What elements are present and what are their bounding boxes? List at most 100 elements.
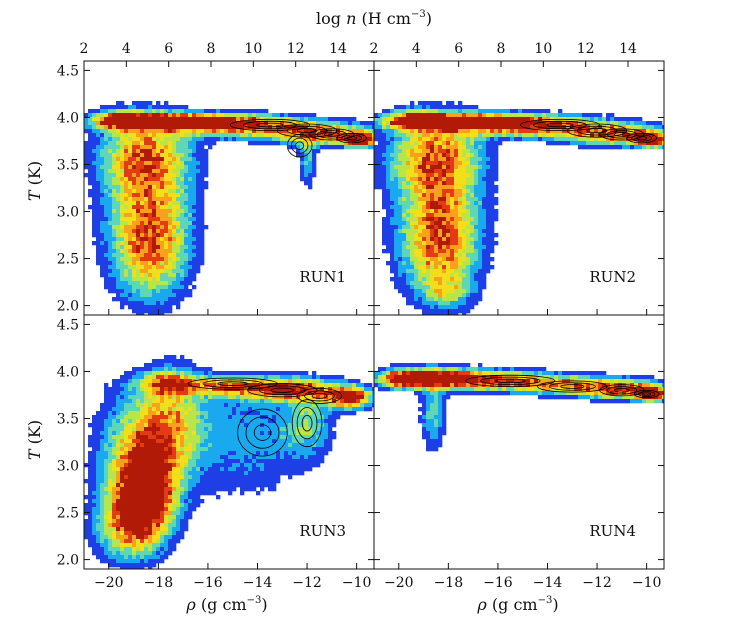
y-axis-title-bottom: T (K) [25, 420, 44, 460]
contour-line [606, 130, 638, 139]
contours-run2 [519, 118, 657, 144]
x-tick-label: −10 [342, 575, 372, 591]
contour-line [247, 383, 318, 398]
contour-line [324, 132, 340, 137]
contour-line [642, 392, 652, 396]
top-tick-label: 10 [244, 41, 262, 57]
contour-line [480, 376, 541, 386]
contour-line [606, 386, 638, 395]
x-tick-label: −16 [483, 575, 513, 591]
y-tick-label: 2.0 [57, 553, 79, 569]
contour-line [253, 424, 272, 441]
contours-run4 [465, 374, 660, 399]
y-tick-label: 4.5 [57, 317, 79, 333]
y-tick-label: 4.0 [57, 364, 79, 380]
contour-line [301, 414, 313, 432]
contour-line [309, 128, 355, 141]
panel-run4: −20 −18 −16 −14 −12 −10 RUN4 [373, 314, 665, 591]
x-tick-label: −18 [434, 575, 464, 591]
panel-run1: 2.0 2.5 3.0 3.5 4.0 4.52 4 6 8 10 12 14 RUN1 [57, 41, 375, 316]
top-tick-label: 8 [497, 41, 506, 57]
contour-line [533, 120, 587, 130]
heatmap-run1 [84, 101, 374, 315]
top-tick-label: 12 [577, 41, 595, 57]
contour-line [256, 122, 284, 128]
contour-line [245, 416, 280, 449]
contour-line [586, 128, 608, 134]
x-tick-label: −10 [632, 575, 662, 591]
contour-line [296, 128, 318, 134]
panel-run3: 2.0 2.5 3.0 3.5 4.0 4.5 −20 −18 −16 −14 −12 −10 RUN3 [57, 314, 375, 591]
x-tick-label: −14 [533, 575, 563, 591]
top-tick-label: 14 [329, 41, 347, 57]
contour-line [637, 391, 656, 397]
y-tick-label: 2.0 [57, 299, 79, 315]
contour-line [270, 387, 295, 393]
plot-frame [373, 314, 665, 570]
contours-run3 [187, 377, 343, 457]
contour-line [296, 407, 318, 440]
contour-line [519, 118, 600, 132]
contour-line [295, 141, 305, 150]
contour-line [465, 374, 556, 387]
contour-line [316, 130, 348, 139]
y-tick-label: 3.0 [57, 459, 79, 475]
x-axis-title-left: ρ (g cm−3) [185, 595, 267, 614]
top-tick-label: 10 [534, 41, 552, 57]
contour-line [304, 390, 335, 402]
panel-label: RUN2 [589, 268, 636, 286]
panel-label: RUN4 [589, 522, 636, 540]
contour-line [286, 133, 313, 158]
x-tick-label: −14 [243, 575, 273, 591]
contour-line [229, 118, 310, 132]
top-tick-label: 4 [412, 41, 421, 57]
contour-line [202, 379, 263, 388]
contour-line [633, 389, 660, 399]
top-tick-label: 6 [164, 41, 173, 57]
contour-line [636, 136, 648, 141]
top-tick-label: 2 [80, 41, 89, 57]
y-axis-title-top: T (K) [25, 161, 44, 201]
y-tick-label: 3.5 [57, 411, 79, 427]
x-tick-label: −20 [384, 575, 414, 591]
top-tick-label: 12 [287, 41, 305, 57]
contour-line [614, 387, 630, 393]
contour-line [599, 128, 645, 141]
contour-line [341, 134, 363, 142]
x-axis-title-right: ρ (g cm−3) [476, 595, 558, 614]
contour-line [631, 134, 653, 142]
x-tick-label: −12 [582, 575, 612, 591]
panel-label: RUN1 [299, 268, 346, 286]
contour-line [291, 399, 323, 448]
contour-line [495, 378, 526, 384]
y-tick-label: 2.5 [57, 252, 79, 268]
panel-run2: 2 4 6 8 10 12 14 RUN2 [370, 41, 665, 316]
heatmap-run4 [374, 363, 664, 452]
heatmap-run3 [84, 355, 374, 569]
contour-line [290, 137, 309, 154]
top-tick-label: 2 [370, 41, 379, 57]
y-tick-label: 3.5 [57, 157, 79, 173]
contour-line [311, 392, 328, 399]
panel-label: RUN3 [299, 522, 346, 540]
contours-run1 [229, 118, 367, 158]
y-tick-label: 4.5 [57, 63, 79, 79]
x-tick-label: −16 [193, 575, 223, 591]
contour-line [626, 133, 657, 144]
contour-line [217, 381, 248, 386]
contour-line [537, 380, 608, 393]
contour-line [243, 120, 297, 130]
x-tick-label: −12 [292, 575, 322, 591]
contour-line [346, 136, 358, 141]
top-tick-label: 8 [207, 41, 216, 57]
contour-line [548, 382, 596, 391]
top-tick-label: 6 [454, 41, 463, 57]
x-tick-label: −20 [94, 575, 124, 591]
top-axis-title: log n (H cm−3) [316, 9, 432, 28]
top-tick-label: 4 [122, 41, 131, 57]
y-tick-label: 4.0 [57, 110, 79, 126]
top-tick-label: 14 [619, 41, 637, 57]
contour-line [560, 384, 585, 389]
contour-line [237, 408, 288, 457]
